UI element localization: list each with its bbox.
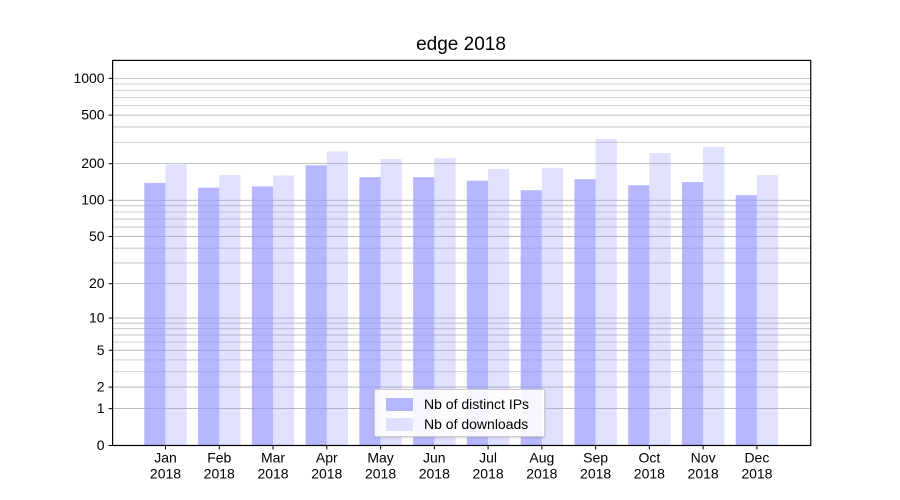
svg-text:Oct: Oct [638,449,660,465]
svg-text:Jun: Jun [423,449,446,465]
svg-text:Aug: Aug [529,449,554,465]
svg-text:2018: 2018 [257,465,288,481]
svg-text:10: 10 [89,310,105,326]
svg-text:2018: 2018 [688,465,719,481]
svg-text:100: 100 [81,192,105,208]
svg-text:200: 200 [81,155,105,171]
svg-text:2018: 2018 [150,465,181,481]
svg-text:2018: 2018 [580,465,611,481]
svg-text:2: 2 [97,379,105,395]
svg-text:500: 500 [81,107,105,123]
svg-text:2018: 2018 [365,465,396,481]
svg-text:Jan: Jan [154,449,177,465]
svg-text:Jul: Jul [479,449,497,465]
svg-text:Nov: Nov [691,449,716,465]
svg-text:1000: 1000 [73,70,104,86]
svg-text:Mar: Mar [261,449,285,465]
svg-text:1: 1 [97,400,105,416]
svg-text:Apr: Apr [316,449,338,465]
svg-text:Feb: Feb [207,449,231,465]
svg-text:edge 2018: edge 2018 [416,34,506,55]
svg-text:2018: 2018 [473,465,504,481]
svg-text:2018: 2018 [311,465,342,481]
svg-text:2018: 2018 [204,465,235,481]
svg-text:Sep: Sep [583,449,608,465]
svg-text:2018: 2018 [634,465,665,481]
svg-text:20: 20 [89,275,105,291]
svg-text:0: 0 [97,437,105,453]
svg-text:2018: 2018 [526,465,557,481]
svg-text:May: May [367,449,393,465]
svg-text:Dec: Dec [744,449,769,465]
svg-text:2018: 2018 [419,465,450,481]
svg-text:5: 5 [97,342,105,358]
svg-text:50: 50 [89,228,105,244]
svg-text:2018: 2018 [741,465,772,481]
